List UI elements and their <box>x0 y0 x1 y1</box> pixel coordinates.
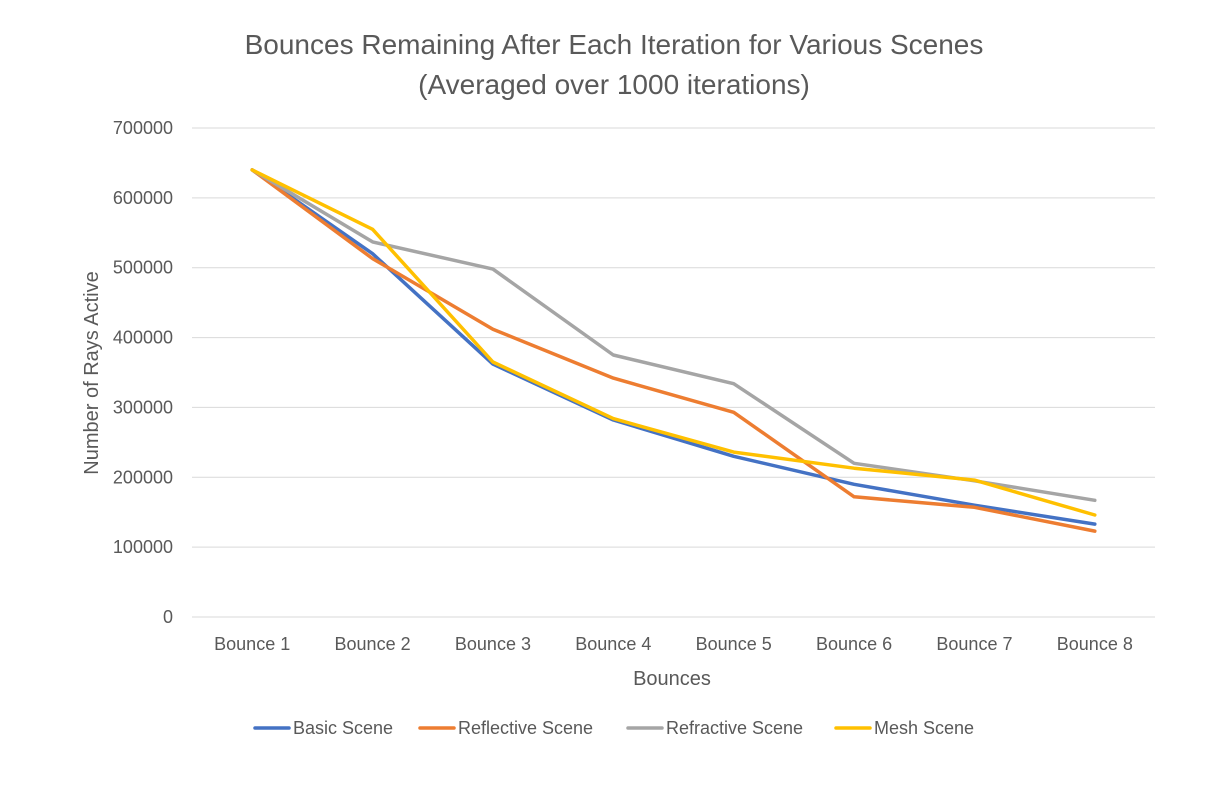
x-tick-label: Bounce 7 <box>936 634 1012 654</box>
y-axis-title: Number of Rays Active <box>81 271 103 474</box>
chart-title-line-1: Bounces Remaining After Each Iteration f… <box>245 29 984 60</box>
y-tick-label: 400000 <box>113 328 173 348</box>
x-tick-label: Bounce 5 <box>696 634 772 654</box>
y-tick-label: 700000 <box>113 118 173 138</box>
x-tick-label: Bounce 8 <box>1057 634 1133 654</box>
y-axis-ticks: 0 100000 200000 300000 400000 500000 600000 700… <box>113 118 173 627</box>
legend: Basic Scene Reflective Scene Refractive Sc… <box>253 718 974 738</box>
legend-label: Basic Scene <box>293 718 393 738</box>
x-tick-label: Bounce 4 <box>575 634 651 654</box>
legend-item: Mesh Scene <box>834 718 974 738</box>
series-line-2 <box>250 168 1097 533</box>
y-tick-label: 300000 <box>113 397 173 417</box>
x-axis-title: Bounces <box>633 668 711 690</box>
x-tick-label: Bounce 1 <box>214 634 290 654</box>
legend-item: Basic Scene <box>253 718 393 738</box>
x-axis-ticks: Bounce 1 Bounce 2 Bounce 3 Bounce 4 Bounce 5… <box>214 634 1133 654</box>
series-lines <box>250 168 1097 533</box>
legend-label: Reflective Scene <box>458 718 593 738</box>
y-tick-label: 100000 <box>113 537 173 557</box>
series-line-3 <box>250 168 1097 503</box>
y-tick-label: 500000 <box>113 258 173 278</box>
legend-item: Refractive Scene <box>626 718 803 738</box>
legend-item: Reflective Scene <box>418 718 593 738</box>
series-line-1 <box>250 168 1097 526</box>
chart-title-line-2: (Averaged over 1000 iterations) <box>418 69 810 100</box>
legend-label: Refractive Scene <box>666 718 803 738</box>
x-tick-label: Bounce 3 <box>455 634 531 654</box>
gridlines <box>192 127 1155 618</box>
y-tick-label: 600000 <box>113 188 173 208</box>
x-tick-label: Bounce 6 <box>816 634 892 654</box>
y-tick-label: 0 <box>163 607 173 627</box>
legend-label: Mesh Scene <box>874 718 974 738</box>
x-tick-label: Bounce 2 <box>335 634 411 654</box>
series-line-4 <box>250 168 1097 517</box>
y-tick-label: 200000 <box>113 467 173 487</box>
